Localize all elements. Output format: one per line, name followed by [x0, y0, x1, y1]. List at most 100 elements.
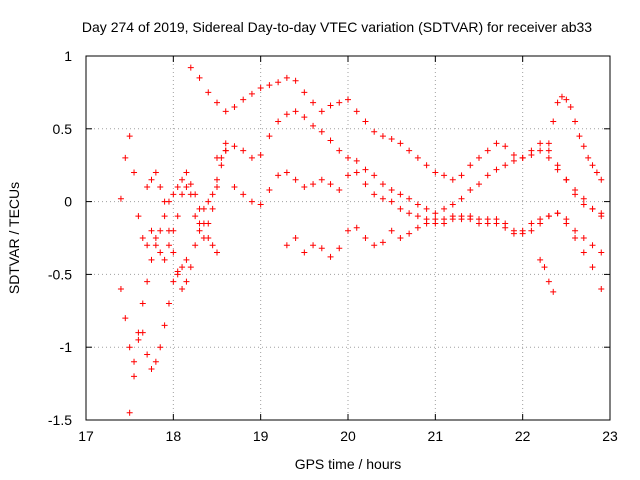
data-point — [187, 64, 194, 71]
data-point — [545, 140, 552, 147]
data-point — [183, 184, 190, 191]
series-trace-6 — [537, 256, 557, 295]
data-point — [117, 195, 124, 202]
data-point — [449, 201, 456, 208]
data-point — [266, 133, 273, 140]
data-point — [148, 227, 155, 234]
data-point — [275, 79, 282, 86]
data-point — [126, 409, 133, 416]
data-point — [257, 201, 264, 208]
data-point — [563, 176, 570, 183]
data-point — [362, 166, 369, 173]
data-point — [196, 74, 203, 81]
data-point — [510, 152, 517, 159]
data-point — [161, 213, 168, 220]
data-point — [406, 210, 413, 217]
data-point — [240, 191, 247, 198]
data-point — [414, 154, 421, 161]
data-point — [266, 186, 273, 193]
data-point — [493, 216, 500, 223]
data-point — [240, 147, 247, 154]
data-point — [301, 89, 308, 96]
data-point — [537, 147, 544, 154]
data-point — [179, 176, 186, 183]
data-point — [528, 152, 535, 159]
data-point — [598, 285, 605, 292]
data-point — [423, 205, 430, 212]
data-point — [266, 82, 273, 89]
x-tick-label: 21 — [428, 428, 444, 444]
data-point — [318, 128, 325, 135]
data-point — [449, 176, 456, 183]
data-point — [589, 242, 596, 249]
data-point — [275, 118, 282, 125]
data-point — [379, 181, 386, 188]
data-point — [545, 213, 552, 220]
data-point — [598, 176, 605, 183]
data-point — [179, 264, 186, 271]
data-point — [131, 169, 138, 176]
data-point — [576, 133, 583, 140]
data-point — [362, 181, 369, 188]
data-point — [545, 154, 552, 161]
data-point — [187, 181, 194, 188]
data-point — [563, 96, 570, 103]
data-point — [222, 108, 229, 115]
series-trace-1 — [187, 64, 605, 217]
data-point — [414, 224, 421, 231]
grid-lines — [86, 56, 610, 420]
data-point — [537, 140, 544, 147]
data-points — [117, 64, 605, 416]
data-point — [572, 118, 579, 125]
series-trace-4 — [283, 210, 605, 292]
data-point — [510, 157, 517, 164]
data-point — [423, 220, 430, 227]
data-point — [336, 245, 343, 252]
data-point — [441, 172, 448, 179]
data-point — [126, 344, 133, 351]
data-point — [161, 198, 168, 205]
data-point — [362, 235, 369, 241]
data-point — [528, 220, 535, 227]
data-point — [222, 140, 229, 147]
data-point — [371, 191, 378, 198]
data-point — [388, 186, 395, 193]
x-tick-label: 22 — [515, 428, 531, 444]
data-point — [580, 195, 587, 202]
data-point — [148, 176, 155, 183]
data-point — [174, 184, 181, 191]
data-point — [214, 184, 220, 191]
data-point — [580, 235, 587, 241]
data-point — [353, 224, 360, 231]
series-trace-8 — [117, 256, 190, 373]
data-point — [406, 147, 413, 154]
data-point — [550, 288, 557, 295]
data-point — [567, 103, 574, 110]
data-point — [179, 285, 186, 292]
data-point — [144, 278, 151, 285]
data-point — [165, 300, 172, 307]
data-point — [301, 114, 308, 121]
data-point — [161, 322, 168, 329]
data-point — [371, 172, 378, 179]
data-point — [187, 191, 194, 198]
data-point — [327, 253, 334, 260]
y-tick-labels: -1.5 -1 -0.5 0 0.5 1 — [48, 48, 72, 428]
axis-ticks — [85, 55, 611, 421]
data-point — [165, 242, 172, 249]
data-point — [135, 336, 142, 343]
data-point — [502, 162, 509, 169]
data-point — [231, 143, 238, 150]
data-point — [231, 103, 238, 110]
data-point — [414, 201, 421, 208]
data-point — [183, 256, 190, 263]
data-point — [493, 140, 500, 147]
data-point — [353, 108, 360, 115]
data-point — [580, 249, 587, 256]
data-point — [165, 227, 172, 234]
data-point — [183, 278, 190, 285]
data-point — [131, 358, 138, 365]
data-point — [502, 143, 509, 150]
data-point — [598, 213, 605, 220]
data-point — [183, 169, 190, 176]
